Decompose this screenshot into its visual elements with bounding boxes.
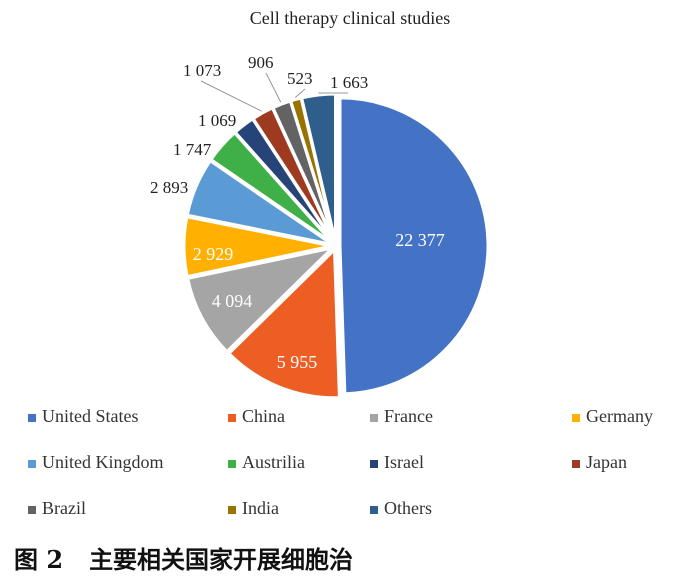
data-label-israel: 1 069: [198, 111, 236, 130]
legend-swatch: [572, 414, 580, 422]
legend-swatch: [370, 506, 378, 514]
leader-lines: [200, 72, 349, 112]
legend-item-brazil: Brazil: [28, 498, 86, 518]
legend-swatch: [28, 506, 36, 514]
pie-slice-united-states: [338, 96, 490, 396]
legend-item-china: China: [228, 406, 285, 426]
legend-label: China: [242, 406, 285, 426]
legend-item-germany: Germany: [572, 406, 653, 426]
legend-swatch: [228, 460, 236, 468]
caption-number: 图 2: [14, 545, 64, 574]
chart-title: Cell therapy clinical studies: [250, 8, 450, 28]
legend-label: United States: [42, 406, 139, 426]
data-label-brazil: 906: [248, 53, 274, 72]
leader-line-japan: [200, 80, 262, 112]
data-label-others: 1 663: [330, 73, 368, 92]
caption-text: 主要相关国家开展细胞治: [89, 545, 354, 574]
data-label-austrilia: 1 747: [173, 140, 212, 159]
pie-slices: [182, 92, 490, 400]
legend-item-austrilia: Austrilia: [228, 452, 305, 472]
legend-swatch: [228, 506, 236, 514]
legend-label: Israel: [384, 452, 424, 472]
legend-item-israel: Israel: [370, 452, 424, 472]
legend-swatch: [370, 460, 378, 468]
data-label-united-states: 22 377: [395, 230, 445, 250]
legend-label: Others: [384, 498, 432, 518]
legend-item-united-kingdom: United Kingdom: [28, 452, 164, 472]
legend-label: Austrilia: [242, 452, 305, 472]
legend-swatch: [572, 460, 580, 468]
legend: United States China France Germany United Ki…: [28, 406, 653, 518]
data-label-china: 5 955: [277, 352, 318, 372]
data-label-india: 523: [287, 69, 313, 88]
legend-swatch: [228, 414, 236, 422]
data-label-japan: 1 073: [183, 61, 221, 80]
legend-swatch: [28, 460, 36, 468]
pie-slice-france: [185, 245, 338, 354]
data-label-germany: 2 929: [193, 244, 234, 264]
legend-item-france: France: [370, 406, 433, 426]
legend-item-united-states: United States: [28, 406, 139, 426]
legend-label: France: [384, 406, 433, 426]
legend-swatch: [370, 414, 378, 422]
legend-item-japan: Japan: [572, 452, 627, 472]
legend-swatch: [28, 414, 36, 422]
leader-line-brazil: [265, 72, 282, 103]
legend-item-others: Others: [370, 498, 432, 518]
legend-label: United Kingdom: [42, 452, 164, 472]
legend-label: Japan: [586, 452, 627, 472]
legend-item-india: India: [228, 498, 279, 518]
pie-slice-germany: [182, 214, 333, 279]
legend-label: India: [242, 498, 279, 518]
pie-slice-china: [226, 246, 341, 400]
legend-label: Germany: [586, 406, 653, 426]
leader-line-india: [294, 88, 306, 98]
data-label-united-kingdom: 2 893: [150, 178, 188, 197]
data-labels: 22 377 5 955 4 094 2 929 2 893 1 747 1 069 1 07…: [150, 53, 445, 372]
legend-label: Brazil: [42, 498, 86, 518]
data-label-france: 4 094: [212, 291, 253, 311]
figure-caption: 图 2 主要相关国家开展细胞治: [14, 540, 353, 580]
pie-slice-others: [299, 92, 338, 243]
pie-chart: Cell therapy clinical studies 22 377 5 95…: [28, 8, 653, 518]
